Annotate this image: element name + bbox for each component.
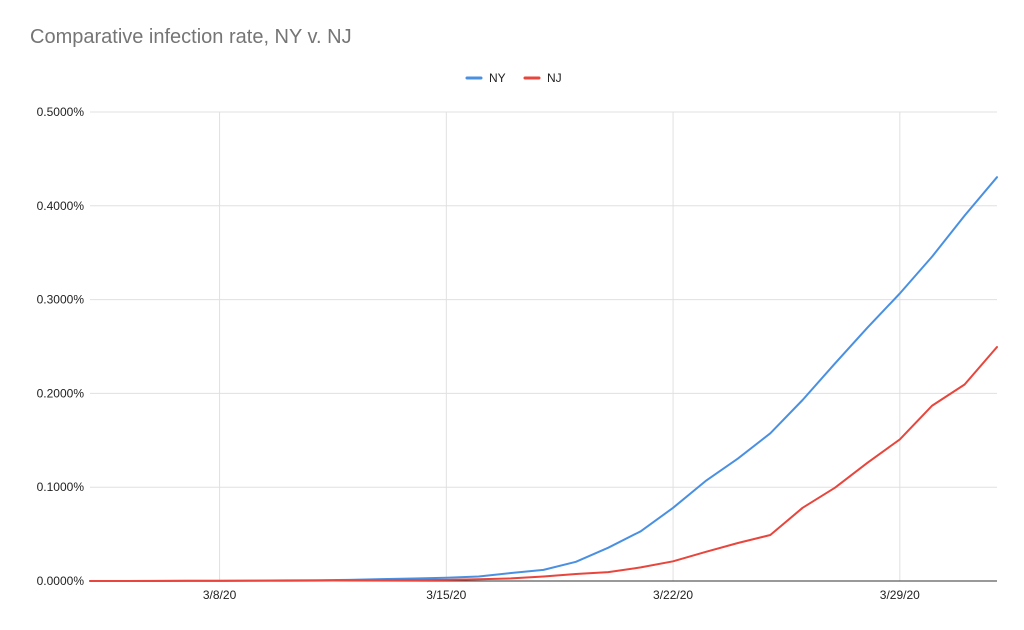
y-tick-label: 0.2000% bbox=[37, 386, 85, 400]
x-tick-label: 3/8/20 bbox=[203, 588, 237, 602]
grid-lines bbox=[90, 111, 997, 582]
y-axis-ticks: 0.0000% 0.1000% 0.2000% 0.3000% 0.4000% 0.500… bbox=[37, 105, 85, 588]
y-tick-label: 0.4000% bbox=[37, 199, 85, 213]
legend: NY NJ bbox=[465, 71, 562, 85]
y-tick-label: 0.3000% bbox=[37, 293, 85, 307]
series-line-ny bbox=[89, 176, 998, 582]
y-tick-label: 0.1000% bbox=[37, 480, 85, 494]
x-tick-label: 3/15/20 bbox=[426, 588, 466, 602]
y-tick-label: 0.0000% bbox=[37, 574, 85, 588]
series-lines bbox=[89, 176, 998, 582]
x-tick-label: 3/22/20 bbox=[653, 588, 693, 602]
x-tick-label: 3/29/20 bbox=[880, 588, 920, 602]
legend-label-ny: NY bbox=[489, 71, 506, 85]
y-tick-label: 0.5000% bbox=[37, 105, 85, 119]
series-line-nj bbox=[89, 346, 998, 582]
x-axis-ticks: 3/8/20 3/15/20 3/22/20 3/29/20 bbox=[203, 588, 920, 602]
legend-label-nj: NJ bbox=[547, 71, 562, 85]
chart-title: Comparative infection rate, NY v. NJ bbox=[30, 26, 352, 48]
